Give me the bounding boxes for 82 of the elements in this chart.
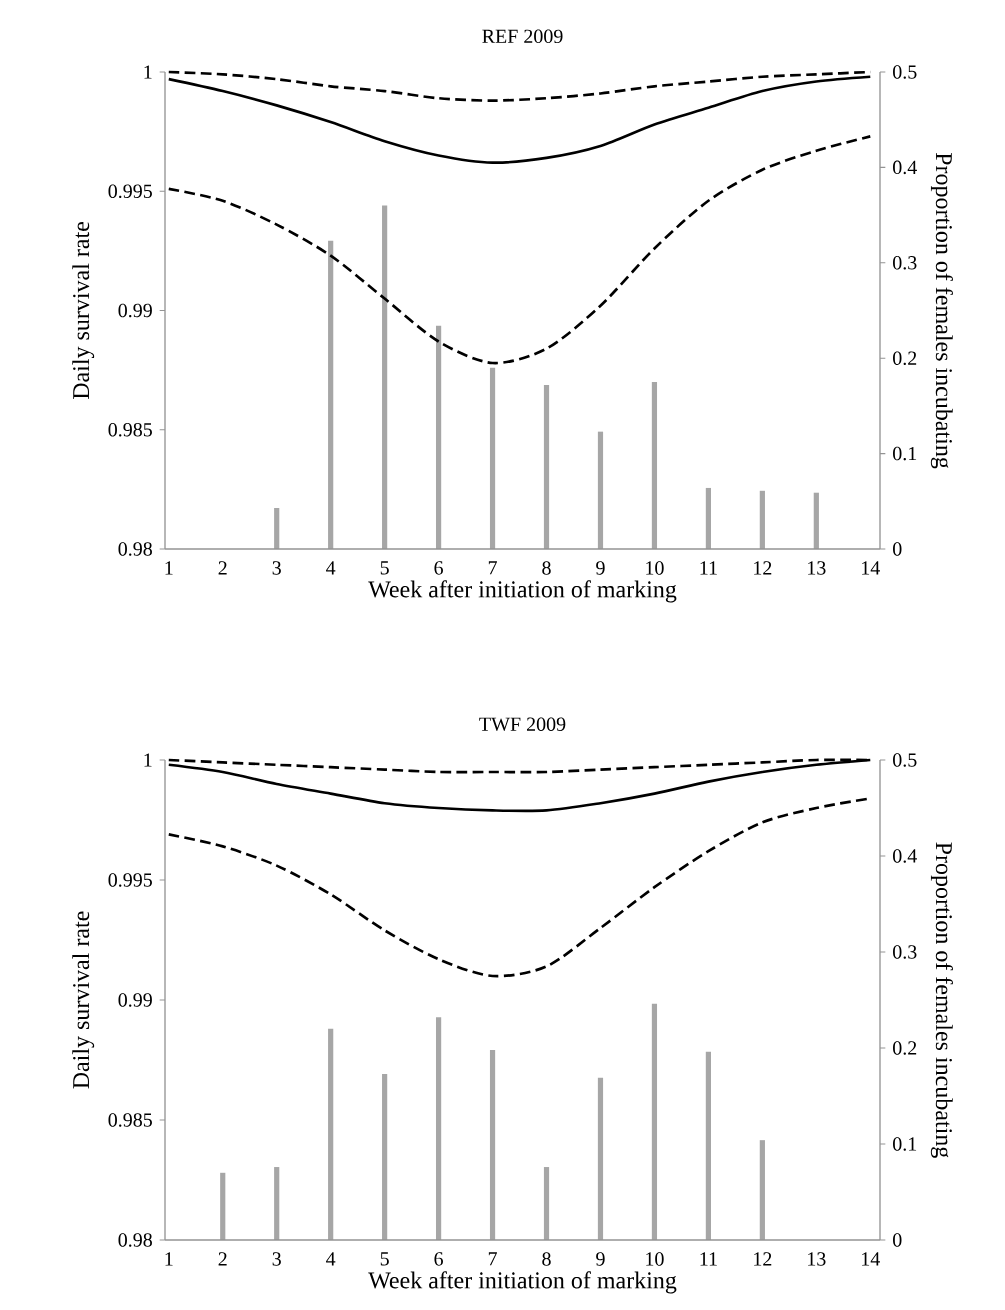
bar [274,1167,280,1240]
bar [813,492,819,549]
bar [489,1049,496,1240]
x-tick-label: 12 [754,561,772,575]
chart-title: TWF 2009 [479,717,566,732]
y2-axis-title: Proportion of females incubating [930,152,953,469]
bar [597,431,604,549]
bar [705,487,711,549]
y2-tick-label: 0.5 [893,65,917,79]
bar [543,1167,550,1240]
x-tick-label: 9 [596,1252,605,1266]
y2-tick-label: 0.4 [893,160,917,175]
x-tick-label: 2 [218,1252,227,1266]
y2-tick-label: 0.3 [893,256,917,270]
y-tick-label: 0.98 [118,1233,152,1247]
line-series [167,135,872,365]
bar [759,490,765,549]
x-tick-label: 5 [380,561,389,575]
y2-tick-label: 0.2 [893,351,917,365]
bar [597,1077,604,1240]
y-axis-title: Daily survival rate [72,221,95,400]
y2-tick-label: 0 [893,542,902,556]
y2-tick-label: 0.2 [893,1041,917,1055]
x-tick-label: 5 [380,1252,389,1266]
x-tick-label: 3 [272,1252,281,1266]
y-axis-title: Daily survival rate [72,911,95,1089]
x-tick-label: 12 [754,1252,772,1266]
y2-tick-label: 0.4 [893,849,917,863]
y-tick-label: 0.985 [108,422,152,437]
bar [543,384,550,549]
bar [328,240,334,549]
y-tick-label: 0.995 [108,873,152,887]
x-tick-label: 8 [542,1252,551,1266]
y2-tick-label: 0.1 [893,446,917,461]
x-tick-label: 13 [808,561,826,575]
bar [328,1028,334,1240]
bar [651,1003,658,1240]
y-tick-label: 1 [144,753,152,767]
bar [382,1073,388,1240]
y2-axis-title: Proportion of females incubating [930,842,953,1158]
y2-tick-label: 0.5 [893,753,917,767]
x-tick-label: 3 [272,561,281,575]
x-axis-title: Week after initiation of marking [368,1271,677,1294]
y-tick-label: 0.99 [118,303,152,318]
bar [435,325,442,549]
x-tick-label: 14 [862,1252,880,1266]
chart-title: REF 2009 [482,29,563,44]
bar [705,1051,711,1240]
x-tick-label: 10 [646,561,664,575]
x-tick-label: 7 [488,561,497,575]
x-tick-label: 9 [596,561,605,575]
x-tick-label: 1 [165,1252,173,1266]
x-tick-label: 6 [434,561,443,575]
x-axis-title: Week after initiation of marking [368,580,677,603]
y2-tick-label: 0.3 [893,945,917,959]
y2-tick-label: 0.1 [893,1137,917,1151]
x-tick-label: 6 [434,1252,443,1266]
x-tick-label: 4 [326,561,336,575]
bar [220,1172,226,1240]
x-tick-label: 13 [808,1252,826,1266]
y-tick-label: 0.98 [118,542,152,556]
x-tick-label: 10 [646,1252,664,1266]
y2-tick-label: 0 [893,1233,902,1247]
y-tick-label: 0.985 [108,1113,152,1127]
x-tick-label: 7 [488,1252,497,1266]
bar [489,367,496,549]
bar [651,382,658,549]
x-tick-label: 8 [542,561,551,575]
x-tick-label: 2 [218,561,227,575]
x-tick-label: 1 [165,561,173,575]
x-tick-label: 11 [700,561,717,575]
bar [274,507,280,549]
x-tick-label: 14 [862,561,880,575]
x-tick-label: 4 [326,1252,336,1266]
x-tick-label: 11 [700,1252,717,1266]
y-tick-label: 0.995 [108,184,152,199]
bar [382,205,388,549]
bar [435,1017,442,1240]
line-series [167,75,872,164]
bar [759,1140,765,1240]
y-tick-label: 1 [144,65,152,79]
y-tick-label: 0.99 [118,993,152,1007]
